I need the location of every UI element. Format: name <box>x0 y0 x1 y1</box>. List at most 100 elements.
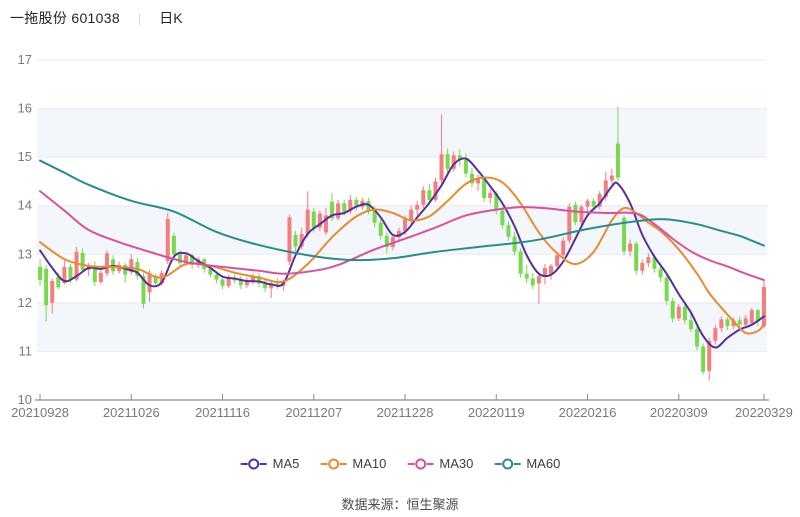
candle-body <box>719 319 724 329</box>
candle-body <box>62 266 67 283</box>
candle-body <box>652 257 657 269</box>
candle-body <box>542 267 547 277</box>
candle-body <box>603 180 608 197</box>
candle-body <box>628 243 633 252</box>
candle-body <box>585 200 590 207</box>
candle-body <box>269 283 274 289</box>
ma-line-ma60 <box>39 159 765 262</box>
legend-item-ma60[interactable]: MA60 <box>493 456 560 471</box>
candle-body <box>682 306 687 321</box>
plot-hover-area[interactable] <box>37 60 767 400</box>
legend-item-ma5[interactable]: MA5 <box>240 456 300 471</box>
candle-body <box>208 268 213 275</box>
candle-body <box>555 255 560 266</box>
candle-body <box>670 300 675 319</box>
candle-body <box>488 193 493 198</box>
candle-body <box>354 199 359 207</box>
y-axis-label: 11 <box>19 343 33 358</box>
candle-body <box>421 190 426 205</box>
candle-body <box>415 204 420 210</box>
stock-title: 一拖股份 601038 <box>10 10 120 26</box>
data-source-note: 数据来源：恒生聚源 <box>341 497 459 512</box>
candle-body <box>305 209 310 234</box>
candle-body <box>615 143 620 178</box>
candle-body <box>640 263 645 271</box>
candle-body <box>50 281 55 303</box>
candle-body <box>299 233 304 247</box>
candle-body <box>713 328 718 341</box>
candle-body <box>372 210 377 223</box>
candle-body <box>257 276 262 284</box>
candle-body <box>214 274 219 280</box>
candle-body <box>457 155 462 161</box>
candle-body <box>190 255 195 265</box>
candle-body <box>409 209 414 220</box>
candle-body <box>68 266 73 280</box>
y-axis-label: 10 <box>18 392 32 407</box>
candle-body <box>330 201 335 219</box>
candle-body <box>591 200 596 207</box>
ma30-legend-icon <box>407 458 434 469</box>
candle-body <box>707 340 712 371</box>
legend-label-ma30: MA30 <box>439 456 474 471</box>
legend-item-ma10[interactable]: MA10 <box>319 456 386 471</box>
candle-body <box>92 266 97 282</box>
candle-body <box>104 253 109 274</box>
ma60-legend-icon <box>494 458 521 469</box>
period-label: 日K <box>159 10 183 26</box>
candle-body <box>664 277 669 301</box>
candle-body <box>165 218 170 262</box>
legend-item-ma30[interactable]: MA30 <box>406 456 473 471</box>
candle-body <box>622 217 627 252</box>
candle-body <box>275 283 280 286</box>
chart-legend: MA5 MA10 MA30 MA60 <box>240 456 560 471</box>
candle-body <box>250 276 255 281</box>
candle-body <box>226 277 231 286</box>
grid-band <box>37 302 767 352</box>
candle-body <box>342 203 347 212</box>
kline-chart: 10 11 12 13 14 15 16 17 20210928 20211026 20211116… <box>11 52 793 420</box>
candle-body <box>549 265 554 274</box>
candle-body <box>98 272 103 282</box>
candle-body <box>701 346 706 372</box>
candle-body <box>737 320 742 325</box>
x-axis-label: 20210928 <box>11 405 69 420</box>
candle-body <box>336 203 341 219</box>
candle-body <box>743 318 748 325</box>
candle-body <box>396 230 401 238</box>
candle-body <box>725 319 730 327</box>
candle-body <box>609 175 614 181</box>
candle-body <box>749 310 754 324</box>
candle-body <box>646 257 651 264</box>
grid-band <box>37 205 767 255</box>
candle-body <box>445 154 450 169</box>
x-axis-label: 20211116 <box>195 405 250 420</box>
candle-body <box>403 219 408 231</box>
y-axis-label: 14 <box>18 198 32 213</box>
legend-label-ma5: MA5 <box>272 456 300 471</box>
y-axis-label: 15 <box>18 149 32 164</box>
candle-body <box>177 254 182 264</box>
x-axis-label: 20211228 <box>377 405 434 420</box>
candle-body <box>579 206 584 223</box>
grid-band <box>37 108 767 158</box>
candle-body <box>244 280 249 286</box>
candle-body <box>220 279 225 286</box>
candle-body <box>263 283 268 289</box>
candle-body <box>518 251 523 274</box>
candle-body <box>311 211 316 228</box>
y-axis-label: 17 <box>18 52 32 67</box>
candle-body <box>323 215 328 233</box>
candle-body <box>74 251 79 280</box>
candle-body <box>597 194 602 207</box>
candle-body <box>153 276 158 284</box>
candle-body <box>634 243 639 271</box>
candle-body <box>755 310 760 322</box>
candle-body <box>695 329 700 347</box>
chart-header: 一拖股份 601038 | 日K <box>10 8 183 28</box>
candle-body <box>171 235 176 255</box>
candle-body <box>482 178 487 198</box>
candle-body <box>451 155 456 169</box>
ma5-legend-icon <box>240 458 267 469</box>
